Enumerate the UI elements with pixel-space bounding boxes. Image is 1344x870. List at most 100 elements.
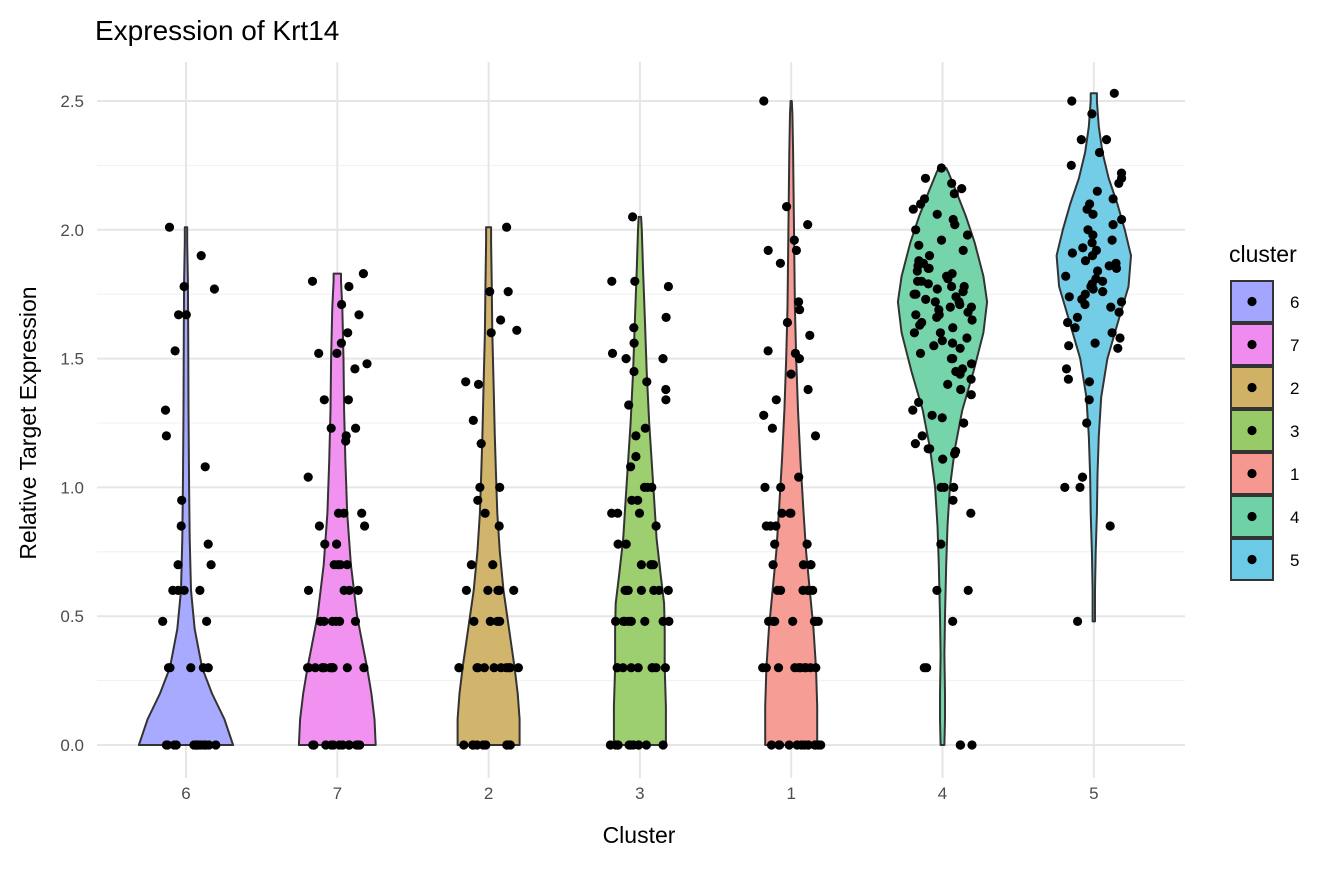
data-point-cluster-3 xyxy=(663,281,674,292)
legend: cluster 6 7 2 3 1 4 5 xyxy=(1229,241,1299,581)
data-point-cluster-4 xyxy=(958,245,968,255)
data-point-cluster-2 xyxy=(480,508,490,518)
data-point-cluster-7 xyxy=(344,740,354,750)
data-point-cluster-3 xyxy=(611,616,621,627)
data-point-cluster-1 xyxy=(770,539,780,549)
violin-cluster-2 xyxy=(456,226,521,746)
data-point-cluster-4 xyxy=(910,439,921,449)
data-point-cluster-4 xyxy=(949,482,959,492)
data-point-cluster-2 xyxy=(503,287,513,297)
data-point-cluster-4 xyxy=(962,230,973,240)
data-point-cluster-6 xyxy=(186,663,196,673)
data-point-cluster-4 xyxy=(966,374,976,384)
data-point-cluster-1 xyxy=(791,245,802,255)
data-point-cluster-5 xyxy=(1093,266,1103,276)
data-point-cluster-7 xyxy=(308,740,318,750)
y-tick-label: 1.0 xyxy=(60,478,84,497)
data-point-cluster-5 xyxy=(1091,245,1101,255)
data-point-cluster-4 xyxy=(930,297,940,307)
data-point-cluster-4 xyxy=(932,284,942,294)
legend-item-4: 4 xyxy=(1230,495,1299,538)
data-point-cluster-5 xyxy=(1084,395,1094,405)
data-point-cluster-4 xyxy=(911,225,921,235)
data-point-cluster-3 xyxy=(626,462,636,472)
data-point-cluster-6 xyxy=(168,585,178,596)
data-point-cluster-4 xyxy=(937,336,947,346)
data-point-cluster-6 xyxy=(161,431,171,441)
data-point-cluster-3 xyxy=(642,377,652,387)
data-point-cluster-1 xyxy=(775,258,786,268)
data-point-cluster-4 xyxy=(938,454,948,464)
data-point-cluster-1 xyxy=(786,508,796,518)
data-point-cluster-4 xyxy=(945,302,955,312)
data-point-cluster-1 xyxy=(810,740,820,750)
data-point-cluster-5 xyxy=(1085,199,1095,209)
data-point-cluster-7 xyxy=(303,585,314,596)
data-point-cluster-6 xyxy=(173,560,183,570)
data-point-cluster-4 xyxy=(955,740,966,750)
data-point-cluster-3 xyxy=(640,616,650,627)
data-point-cluster-5 xyxy=(1098,287,1108,297)
data-point-cluster-6 xyxy=(177,495,187,505)
data-point-cluster-5 xyxy=(1117,214,1127,225)
x-axis-title: Cluster xyxy=(603,822,676,848)
data-point-cluster-5 xyxy=(1061,271,1071,281)
data-point-cluster-3 xyxy=(624,400,634,410)
data-point-cluster-4 xyxy=(924,251,935,261)
data-point-cluster-2 xyxy=(468,415,478,425)
data-point-cluster-4 xyxy=(948,495,958,505)
data-point-cluster-1 xyxy=(786,369,796,379)
data-point-cluster-5 xyxy=(1080,289,1090,299)
data-point-cluster-4 xyxy=(936,539,946,549)
data-point-cluster-4 xyxy=(935,328,946,338)
data-point-cluster-4 xyxy=(948,214,958,225)
data-point-cluster-6 xyxy=(209,284,219,294)
data-point-cluster-5 xyxy=(1076,135,1086,145)
x-tick-label: 4 xyxy=(938,784,947,803)
data-point-cluster-3 xyxy=(661,384,671,395)
legend-point-key xyxy=(1247,511,1257,522)
y-tick-label: 2.0 xyxy=(60,221,84,240)
data-point-cluster-5 xyxy=(1067,96,1077,106)
data-point-cluster-1 xyxy=(795,305,805,315)
data-point-cluster-6 xyxy=(181,310,191,320)
data-point-cluster-6 xyxy=(195,585,205,596)
data-point-cluster-5 xyxy=(1116,168,1127,178)
x-tick-label: 6 xyxy=(181,784,190,803)
data-point-cluster-5 xyxy=(1084,377,1094,387)
data-point-cluster-4 xyxy=(962,333,972,343)
data-point-cluster-7 xyxy=(351,423,361,433)
data-point-cluster-3 xyxy=(607,276,617,286)
data-point-cluster-3 xyxy=(661,395,671,405)
data-point-cluster-4 xyxy=(951,446,961,456)
data-point-cluster-3 xyxy=(640,423,650,433)
data-point-cluster-4 xyxy=(921,294,931,304)
data-point-cluster-5 xyxy=(1075,482,1085,492)
legend-title: cluster xyxy=(1229,241,1297,267)
data-point-cluster-5 xyxy=(1078,243,1088,253)
data-point-cluster-3 xyxy=(621,539,631,549)
data-point-cluster-1 xyxy=(810,431,821,441)
data-point-cluster-4 xyxy=(949,189,959,199)
data-point-cluster-1 xyxy=(798,585,808,596)
data-point-cluster-4 xyxy=(909,289,919,299)
y-axis-ticks: 0.0 0.5 1.0 1.5 2.0 2.5 xyxy=(60,92,84,755)
data-point-cluster-5 xyxy=(1115,333,1125,343)
legend-item-6: 6 xyxy=(1230,280,1299,323)
data-point-cluster-4 xyxy=(948,323,958,333)
data-point-cluster-7 xyxy=(342,663,352,673)
data-point-cluster-1 xyxy=(773,663,784,673)
data-point-cluster-2 xyxy=(473,495,483,505)
data-point-cluster-6 xyxy=(202,616,212,627)
data-point-cluster-2 xyxy=(454,663,464,673)
data-point-cluster-3 xyxy=(633,663,643,673)
data-point-cluster-1 xyxy=(789,235,799,245)
data-point-cluster-6 xyxy=(179,281,189,292)
data-point-cluster-4 xyxy=(943,379,953,389)
data-point-cluster-4 xyxy=(966,302,977,312)
legend-item-1: 1 xyxy=(1230,452,1299,495)
data-point-cluster-4 xyxy=(919,663,929,673)
data-point-cluster-5 xyxy=(1087,238,1097,248)
data-point-cluster-6 xyxy=(170,346,180,356)
